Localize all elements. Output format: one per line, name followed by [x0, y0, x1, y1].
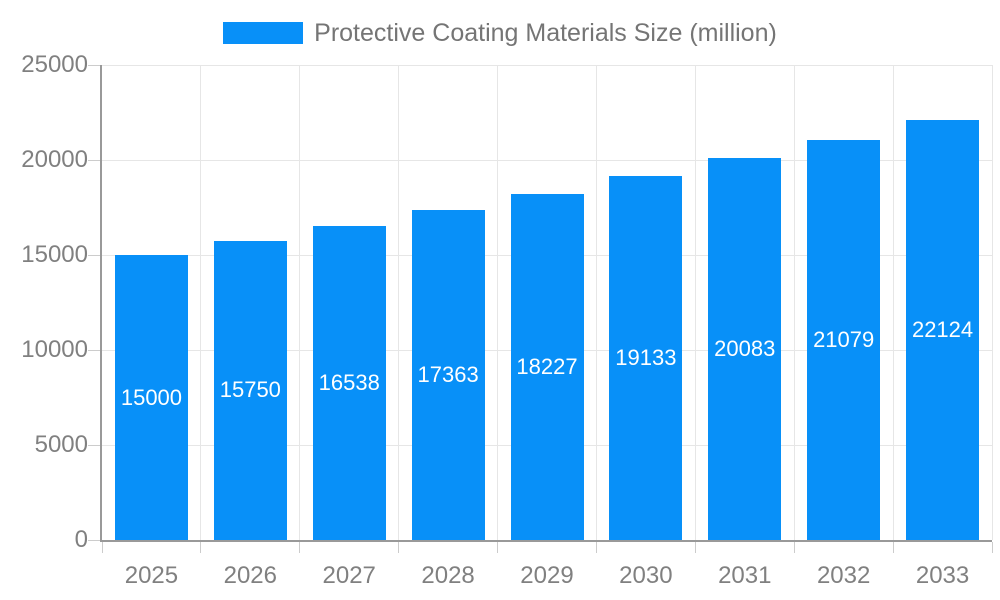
- x-gridline: [595, 65, 597, 540]
- bar-value-label: 21079: [813, 326, 875, 352]
- x-tick: [793, 542, 795, 553]
- y-tick: [88, 539, 100, 541]
- y-tick: [88, 444, 100, 446]
- y-tick-label: 10000: [21, 336, 88, 363]
- y-tick: [88, 159, 100, 161]
- y-tick-label: 5000: [34, 431, 88, 458]
- bar-value-label: 18227: [516, 353, 578, 379]
- legend-swatch-icon: [223, 22, 304, 44]
- plot-area: 0 5000 10000 15000 20000 25000 15000 15750 16538…: [21, 51, 993, 589]
- x-tick-label: 2033: [915, 562, 970, 589]
- x-tick: [595, 542, 597, 553]
- x-tick-label: 2026: [223, 562, 277, 589]
- x-tick: [101, 542, 103, 553]
- x-gridline: [793, 65, 795, 540]
- bar-value-label: 19133: [615, 345, 677, 371]
- x-tick-label: 2032: [816, 562, 871, 589]
- x-gridline: [694, 65, 696, 540]
- x-gridline: [497, 65, 499, 540]
- y-tick: [88, 254, 100, 256]
- x-tick: [299, 542, 301, 553]
- chart-legend: Protective Coating Materials Size (milli…: [0, 19, 1000, 47]
- bar: 15750: [213, 240, 287, 540]
- bar-value-label: 16538: [318, 369, 380, 395]
- x-tick-label: 2030: [619, 562, 673, 589]
- x-tick-label: 2027: [322, 562, 376, 589]
- x-tick-label: 2031: [718, 562, 772, 589]
- x-gridline: [200, 65, 202, 540]
- bar-value-label: 17363: [417, 362, 479, 388]
- bar: 19133: [609, 176, 683, 540]
- x-gridline: [892, 65, 894, 540]
- bar-value-label: 22124: [911, 316, 974, 342]
- x-tick: [398, 542, 400, 553]
- y-tick-label: 15000: [21, 241, 88, 268]
- bar: 17363: [411, 210, 485, 540]
- x-tick-label: 2025: [124, 562, 179, 589]
- bar: 16538: [312, 225, 386, 540]
- bar: 20083: [708, 158, 782, 540]
- bar-value-label: 15750: [219, 377, 281, 403]
- x-tick-label: 2028: [421, 562, 475, 589]
- legend-label: Protective Coating Materials Size (milli…: [314, 18, 777, 47]
- bar-value-label: 15000: [120, 384, 183, 410]
- bar-value-label: 20083: [714, 336, 776, 362]
- x-gridline: [398, 65, 400, 540]
- bar: 21079: [807, 139, 881, 540]
- y-gridline: [102, 64, 992, 66]
- bar: 15000: [114, 255, 188, 540]
- x-tick: [497, 542, 499, 553]
- x-tick: [694, 542, 696, 553]
- y-tick-label: 0: [74, 526, 88, 553]
- bar: 18227: [510, 193, 584, 540]
- x-gridline: [299, 65, 301, 540]
- bar: 22124: [906, 119, 980, 540]
- x-tick-label: 2029: [520, 562, 574, 589]
- x-tick: [892, 542, 894, 553]
- y-tick-label: 25000: [21, 51, 88, 78]
- y-gridline: [102, 159, 992, 161]
- x-tick: [200, 542, 202, 553]
- y-tick: [88, 64, 100, 66]
- x-gridline: [991, 65, 993, 540]
- y-tick: [88, 349, 100, 351]
- legend-item[interactable]: Protective Coating Materials Size (milli…: [223, 19, 777, 48]
- y-tick-label: 20000: [21, 146, 88, 173]
- x-tick: [991, 542, 993, 553]
